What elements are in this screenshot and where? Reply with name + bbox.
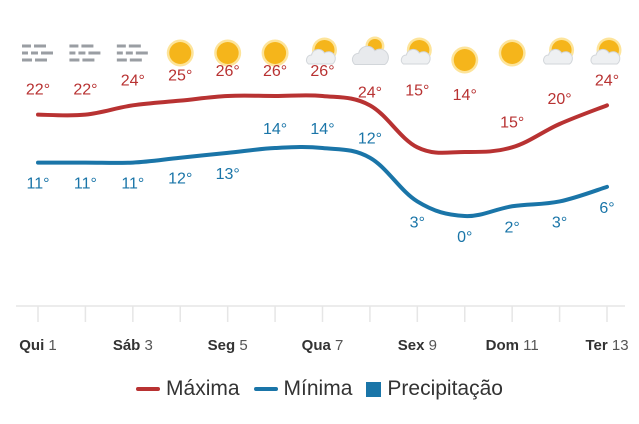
min-temp-label: 11° <box>121 176 144 193</box>
fog-icon <box>69 44 101 62</box>
max-temp-label: 15° <box>500 114 524 131</box>
sunny-icon <box>166 39 194 67</box>
max-temp-label: 15° <box>405 82 429 99</box>
legend-item-precip: Precipitação <box>366 377 503 401</box>
legend-item-max: Máxima <box>136 377 240 401</box>
x-axis: Qui 1 Sáb 3 Seg 5 Qua 7 Sex 9 Dom 11 Ter 13 <box>16 305 629 354</box>
x-tick-label: Sex 9 <box>398 337 437 354</box>
min-temp-label: 6° <box>599 200 614 217</box>
max-temp-label: 26° <box>216 63 240 80</box>
legend-max-label: Máxima <box>166 377 240 400</box>
weather-icons-row <box>22 36 622 74</box>
sunny-icon <box>261 39 289 67</box>
legend-max-swatch <box>136 387 161 391</box>
cloudy-icon <box>351 36 389 65</box>
sunny-icon <box>214 39 242 67</box>
max-temp-label: 24° <box>595 72 619 89</box>
legend-min-label: Mínima <box>283 377 353 400</box>
series-line-min <box>36 145 609 219</box>
min-temp-label: 13° <box>216 166 240 183</box>
partly-cloudy-icon <box>543 37 575 65</box>
temperature-labels: 22° 22° 24° 25° 26° 26° 26° 24° 15° 14° 15° 20° 24° 1… <box>26 63 619 246</box>
min-temp-label: 2° <box>505 219 520 236</box>
partly-cloudy-icon <box>306 37 337 65</box>
min-temp-label: 0° <box>457 229 472 246</box>
sunny-icon <box>498 39 526 67</box>
series-line-max <box>36 93 609 155</box>
temperature-lines <box>36 93 609 219</box>
partly-cloudy-icon <box>590 37 622 65</box>
legend: Máxima Mínima Precipitação <box>0 372 639 406</box>
forecast-chart: 22° 22° 24° 25° 26° 26° 26° 24° 15° 14° 15° 20° 24° 1… <box>16 36 629 354</box>
min-temp-label: 12° <box>168 171 192 188</box>
x-tick-label: Sáb 3 <box>113 337 153 354</box>
min-temp-label: 12° <box>358 131 382 148</box>
min-temp-label: 3° <box>410 214 425 231</box>
min-temp-label: 11° <box>26 176 49 193</box>
partly-cloudy-icon <box>400 37 432 65</box>
max-temp-label: 22° <box>26 82 50 99</box>
max-temp-label: 24° <box>358 84 382 101</box>
fog-icon <box>116 44 148 62</box>
max-temp-label: 26° <box>310 63 334 80</box>
min-temp-label: 3° <box>552 214 567 231</box>
min-temp-label: 14° <box>310 121 334 138</box>
legend-precip-swatch <box>366 381 382 397</box>
fog-icon <box>22 44 53 62</box>
sunny-icon <box>451 46 479 74</box>
legend-precip-label: Precipitação <box>387 377 503 400</box>
x-tick-label: Qui 1 <box>19 337 57 354</box>
min-temp-label: 11° <box>74 176 97 193</box>
x-tick-label: Seg 5 <box>208 337 248 354</box>
max-temp-label: 26° <box>263 63 287 80</box>
max-temp-label: 20° <box>547 91 571 108</box>
max-temp-label: 14° <box>453 87 477 104</box>
min-temp-label: 14° <box>263 121 287 138</box>
legend-min-swatch <box>253 387 278 391</box>
legend-item-min: Mínima <box>253 377 353 401</box>
x-tick-label: Dom 11 <box>486 337 539 354</box>
max-temp-label: 22° <box>73 82 97 99</box>
x-tick-label: Qua 7 <box>302 337 344 354</box>
max-temp-label: 24° <box>121 72 145 89</box>
max-temp-label: 25° <box>168 68 192 85</box>
x-tick-label: Ter 13 <box>585 337 628 354</box>
